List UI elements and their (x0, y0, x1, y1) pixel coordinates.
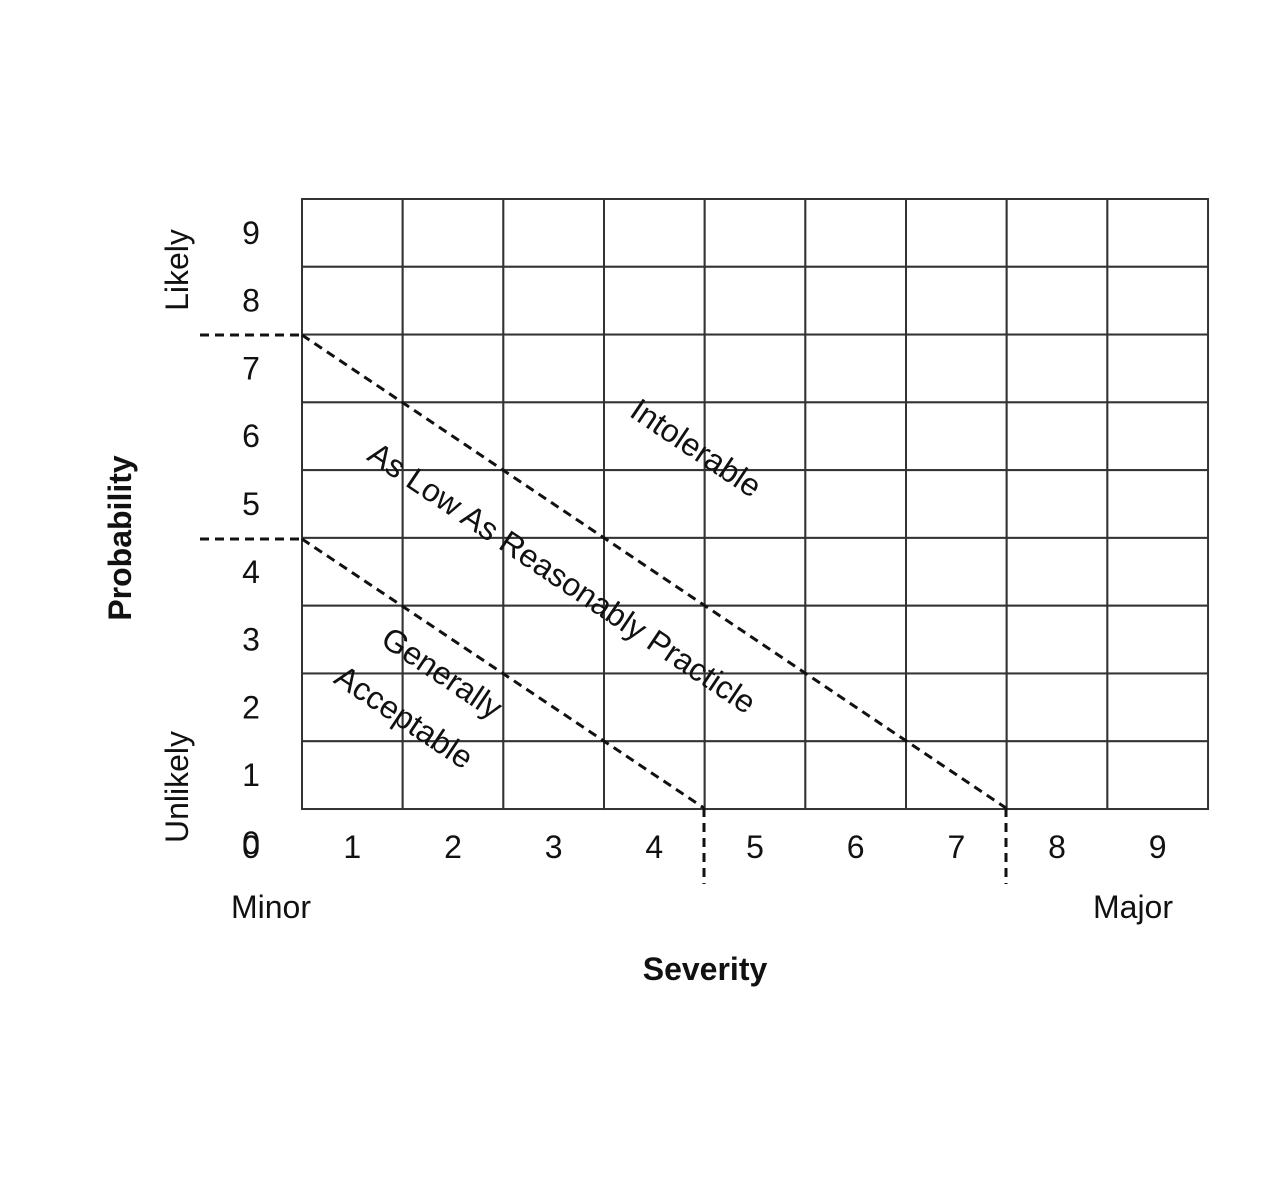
x-tick-labels: 0 1 2 3 4 5 6 7 8 9 (242, 829, 1166, 865)
y-tick-labels: 0 1 2 3 4 5 6 7 8 9 (242, 215, 260, 861)
grid-cell (1005, 536, 1109, 607)
upper-boundary-line (301, 333, 1007, 810)
y-tick-label: 3 (242, 622, 260, 658)
grid-cell (1106, 469, 1210, 539)
y-tick-label: 7 (242, 350, 260, 386)
grid-cell (905, 536, 1008, 607)
grid-cell (703, 536, 807, 607)
grid-cell (301, 672, 404, 743)
x-axis-title: Severity (643, 951, 768, 987)
grid-cell (502, 265, 606, 336)
grid-cell (1106, 740, 1210, 811)
grid-cell (905, 333, 1008, 404)
grid-cell (1106, 536, 1210, 607)
grid-cell (804, 333, 908, 404)
x-tick-label: 8 (1048, 829, 1066, 865)
grid-cell (703, 265, 807, 336)
y-tick-label: 0 (242, 825, 260, 861)
y-tick-label: 6 (242, 418, 260, 454)
grid-cell (1005, 333, 1109, 404)
grid-cell (502, 536, 606, 607)
grid-cell (1005, 740, 1109, 811)
grid-cell (301, 740, 404, 811)
grid-cell (905, 672, 1008, 743)
grid-cell (804, 469, 908, 539)
grid-cell (603, 333, 706, 404)
grid-cell (603, 604, 706, 675)
x-tick-label: 6 (847, 829, 865, 865)
grid-cell (301, 265, 404, 336)
x-tick-label: 1 (343, 829, 361, 865)
grid-cell (703, 740, 807, 811)
x-tick-label: 5 (746, 829, 764, 865)
y-axis-title: Probability (102, 455, 138, 621)
grid-cell (401, 672, 505, 743)
grid-cell (401, 333, 505, 404)
x-tick-label: 9 (1149, 829, 1167, 865)
grid-cell (804, 740, 908, 811)
grid-cell (905, 604, 1008, 675)
grid-cell (1005, 469, 1109, 539)
grid-cell (401, 198, 505, 268)
grid-cell (502, 198, 606, 268)
x-tick-label: 2 (444, 829, 462, 865)
grid-cell (502, 401, 606, 472)
grid-cell (1005, 672, 1109, 743)
x-low-label: Minor (231, 889, 311, 925)
grid-cell (1005, 198, 1109, 268)
grid-cell (905, 265, 1008, 336)
y-tick-label: 4 (242, 554, 260, 590)
grid-cell (603, 469, 706, 539)
y-tick-label: 2 (242, 689, 260, 725)
lower-boundary-line (301, 537, 705, 810)
grid-cell (1005, 265, 1109, 336)
grid-cell (603, 401, 706, 472)
grid-cell (401, 265, 505, 336)
grid-cell (703, 672, 807, 743)
grid-cell (1005, 604, 1109, 675)
grid-cell (1106, 401, 1210, 472)
y-tick-label: 5 (242, 486, 260, 522)
grid-cell (1106, 604, 1210, 675)
x-tick-label: 0 (242, 829, 260, 865)
y-high-label: Likely (159, 229, 195, 311)
x-tick-label: 4 (645, 829, 663, 865)
grid-cell (401, 536, 505, 607)
grid-cell (804, 265, 908, 336)
grid-cell (502, 740, 606, 811)
y-tick-label: 8 (242, 283, 260, 319)
grid-cell (1106, 198, 1210, 268)
grid-cell (1106, 672, 1210, 743)
grid-cell (1106, 333, 1210, 404)
grid-cell (804, 198, 908, 268)
grid-cell (1005, 401, 1109, 472)
grid-cell (301, 604, 404, 675)
y-low-label: Unlikely (159, 731, 195, 843)
grid-cell (401, 469, 505, 539)
y-tick-label: 9 (242, 215, 260, 251)
x-tick-label: 7 (948, 829, 966, 865)
grid-cell (301, 198, 404, 268)
grid-cell (804, 604, 908, 675)
grid-cell (1106, 265, 1210, 336)
grid-cell (603, 265, 706, 336)
x-high-label: Major (1093, 889, 1173, 925)
grid-cell (804, 536, 908, 607)
grid-cell (905, 198, 1008, 268)
grid-cell (905, 469, 1008, 539)
grid-cell (905, 401, 1008, 472)
x-tick-label: 3 (545, 829, 563, 865)
grid-cell (703, 333, 807, 404)
grid-cell (804, 401, 908, 472)
grid-cell (703, 198, 807, 268)
y-tick-label: 1 (242, 757, 260, 793)
grid-cell (703, 469, 807, 539)
grid-cell (603, 198, 706, 268)
risk-grid (301, 198, 1210, 811)
grid-cell (502, 333, 606, 404)
